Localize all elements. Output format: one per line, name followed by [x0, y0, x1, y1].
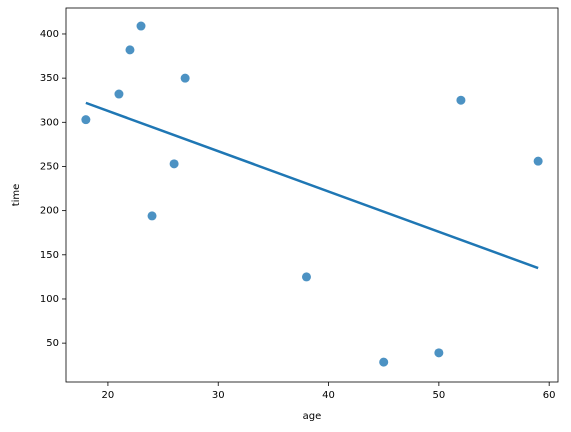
y-tick-label: 50	[46, 338, 59, 349]
point	[81, 115, 91, 125]
point	[180, 73, 190, 83]
y-tick-label: 150	[40, 250, 59, 261]
point	[533, 156, 543, 166]
point	[456, 95, 466, 105]
x-axis-label: age	[303, 411, 322, 422]
y-tick-label: 200	[40, 206, 59, 217]
y-axis-label: time	[11, 184, 22, 207]
x-tick-label: 30	[212, 390, 225, 401]
y-tick-label: 300	[40, 117, 59, 128]
y-tick-label: 250	[40, 161, 59, 172]
x-tick-label: 60	[543, 390, 556, 401]
point	[434, 348, 444, 358]
point	[147, 211, 157, 221]
y-tick-label: 100	[40, 294, 59, 305]
point	[125, 45, 135, 55]
point	[379, 357, 389, 367]
point	[169, 159, 179, 169]
x-tick-label: 20	[102, 390, 115, 401]
x-tick-label: 50	[432, 390, 445, 401]
point	[114, 89, 124, 99]
y-tick-label: 350	[40, 73, 59, 84]
point	[301, 272, 311, 282]
x-tick-label: 40	[322, 390, 335, 401]
regression-line	[85, 101, 539, 270]
y-tick-label: 400	[40, 29, 59, 40]
axes-frame	[65, 7, 559, 383]
point	[136, 21, 146, 31]
